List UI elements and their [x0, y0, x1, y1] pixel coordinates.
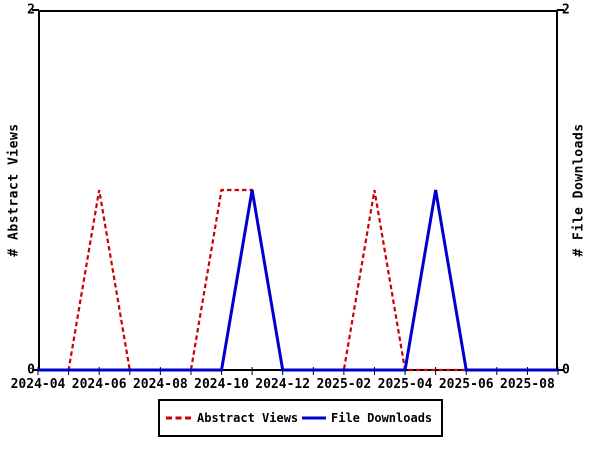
legend-abstract-views-label: Abstract Views: [197, 411, 298, 425]
x-tick-label: 2025-04: [378, 377, 433, 392]
x-tick-label: 2025-08: [500, 377, 555, 392]
x-tick-label: 2025-06: [439, 377, 494, 392]
x-tick-label: 2024-04: [11, 377, 66, 392]
file-downloads-line: [38, 189, 558, 372]
plot-border: [38, 10, 558, 371]
legend-box: [158, 399, 443, 437]
x-axis-labels: 2024-04 2024-06 2024-08 2024-10 2024-12 2025-…: [11, 377, 555, 392]
abstract-views-line: [38, 188, 558, 372]
x-tick-label: 2025-02: [316, 377, 371, 392]
right-axis-min-label: 0: [562, 363, 570, 378]
left-axis-title: # Abstract Views: [7, 123, 22, 256]
x-tick-label: 2024-12: [255, 377, 310, 392]
x-tick-label: 2024-08: [133, 377, 188, 392]
legend: Abstract Views File Downloads: [158, 399, 443, 437]
x-tick-label: 2024-10: [194, 377, 249, 392]
right-axis-title: # File Downloads: [572, 123, 587, 256]
right-axis-max-label: 2: [562, 3, 570, 18]
left-axis-min-label: 0: [27, 363, 35, 378]
x-tick-label: 2024-06: [72, 377, 127, 392]
left-axis-max-label: 2: [27, 3, 35, 18]
legend-file-downloads-label: File Downloads: [331, 411, 432, 425]
